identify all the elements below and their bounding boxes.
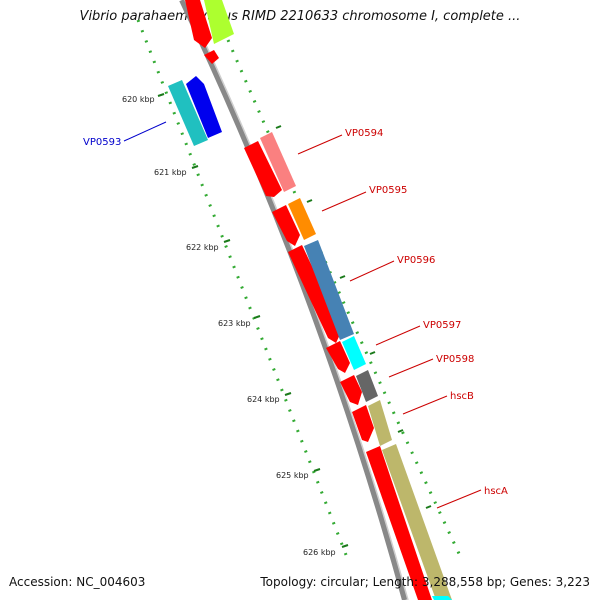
tick-label: 624 kbp [247, 395, 280, 404]
gene-label-text[interactable]: VP0593 [83, 137, 121, 148]
summary-text: Topology: circular; Length: 3,288,558 bp… [260, 575, 590, 589]
gene-label-text[interactable]: hscB [450, 391, 474, 402]
gene-label-vp0596[interactable]: VP0596 [349, 255, 435, 282]
tick-label: 620 kbp [122, 95, 155, 104]
cds-arrow [204, 50, 219, 64]
gene-label-vp0594[interactable]: VP0594 [297, 128, 383, 155]
tick-623: 623 kbp [218, 315, 261, 328]
cds-arrow [352, 405, 374, 442]
gene-block-vp0593-cyan [168, 80, 208, 146]
cds-arrow [272, 205, 300, 246]
gene-label-text[interactable]: VP0598 [436, 354, 474, 365]
cds-arrow [366, 446, 432, 600]
accession-text: Accession: NC_004603 [9, 575, 146, 589]
gene-block-vp0595 [288, 198, 316, 240]
genome-backbone [179, 0, 408, 600]
gene-block-vp0598 [356, 370, 378, 402]
genome-backbone-highlight [184, 0, 409, 600]
gene-label-hsca[interactable]: hscA [436, 486, 508, 509]
cds-arrow [185, 0, 212, 48]
tick-label: 622 kbp [186, 243, 219, 252]
tick-label: 626 kbp [303, 548, 336, 557]
cds-arrow [244, 141, 282, 197]
gene-label-text[interactable]: VP0596 [397, 255, 435, 266]
gene-label-text[interactable]: VP0595 [369, 185, 407, 196]
gene-block [204, 0, 234, 44]
tick-622: 622 kbp [186, 239, 231, 252]
tick-621: 621 kbp [154, 165, 199, 177]
tick-620: 620 kbp [122, 93, 165, 104]
gene-label-hscb[interactable]: hscB [402, 391, 474, 415]
gene-block [432, 596, 452, 600]
cds-arrow [326, 341, 350, 373]
gene-label-text[interactable]: hscA [484, 486, 508, 497]
gene-label-text[interactable]: VP0594 [345, 128, 383, 139]
cds-arrow [288, 245, 342, 343]
tick-label: 621 kbp [154, 168, 187, 177]
gene-block-vp0596 [304, 240, 354, 340]
outer-ticks [275, 125, 432, 509]
tick-624: 624 kbp [247, 392, 292, 404]
tick-label: 625 kbp [276, 471, 309, 480]
gene-block-vp0597 [342, 336, 366, 370]
kbp-ticks: 620 kbp 621 kbp 622 kbp 623 kbp 624 kbp … [122, 93, 349, 557]
gene-block-vp0594 [260, 132, 296, 192]
gene-label-text[interactable]: VP0597 [423, 320, 461, 331]
gene-block-vp0593-blue [186, 76, 222, 138]
tick-626: 626 kbp [303, 544, 349, 557]
tick-label: 623 kbp [218, 319, 251, 328]
gene-label-vp0595[interactable]: VP0595 [321, 185, 407, 212]
dotted-guide-inner [226, 39, 464, 561]
gene-block-hscb [368, 400, 392, 446]
gene-block-hsca [382, 444, 452, 600]
gene-label-vp0593[interactable]: VP0593 [83, 121, 167, 148]
gene-label-vp0597[interactable]: VP0597 [375, 320, 461, 346]
cds-arrow [340, 375, 362, 405]
tick-625: 625 kbp [276, 468, 321, 480]
gene-label-vp0598[interactable]: VP0598 [388, 354, 474, 378]
